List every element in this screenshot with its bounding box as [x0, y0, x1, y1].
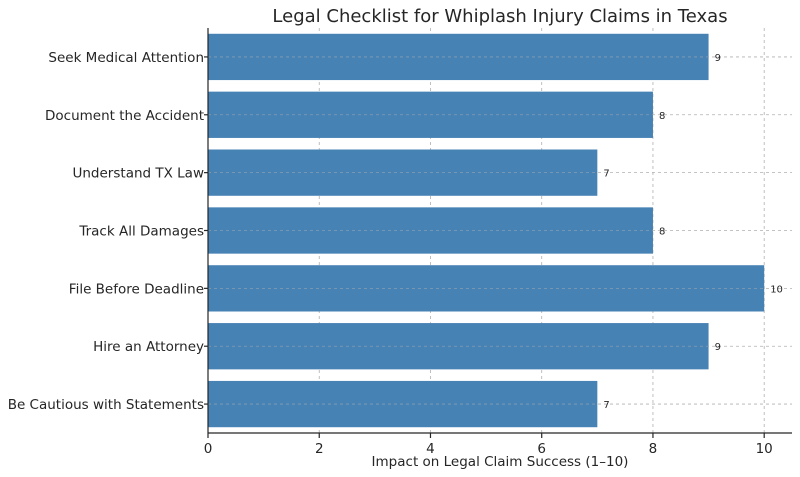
bar — [208, 33, 709, 81]
axes — [207, 28, 792, 434]
category-labels: Seek Medical Attention Document the Accid… — [8, 50, 204, 413]
category-label: Document the Accident — [45, 108, 204, 124]
data-label: 9 — [715, 53, 721, 64]
x-tick-label: 6 — [537, 441, 546, 457]
category-label: Seek Medical Attention — [48, 50, 204, 66]
bar — [208, 323, 709, 370]
x-tick-label: 8 — [649, 441, 658, 457]
category-label: Be Cautious with Statements — [8, 397, 204, 413]
category-label: Hire an Attorney — [93, 339, 204, 355]
data-label: 8 — [659, 111, 665, 122]
data-label: 7 — [603, 400, 609, 411]
x-tick-label: 10 — [756, 441, 773, 457]
category-label: File Before Deadline — [69, 281, 204, 297]
x-tick-label: 0 — [204, 441, 213, 457]
category-label: Understand TX Law — [73, 166, 205, 182]
data-label: 7 — [603, 169, 609, 180]
x-axis-ticks: 0 2 4 6 8 10 — [204, 56, 773, 457]
data-label: 9 — [715, 342, 721, 353]
bars: 9 8 7 8 10 9 7 — [208, 33, 783, 428]
x-axis-label: Impact on Legal Claim Success (1–10) — [372, 454, 629, 470]
data-label: 10 — [770, 284, 783, 295]
chart-title: Legal Checklist for Whiplash Injury Clai… — [272, 6, 727, 27]
x-tick-label: 4 — [426, 441, 435, 457]
data-label: 8 — [659, 227, 665, 238]
x-tick-label: 2 — [315, 441, 324, 457]
category-label: Track All Damages — [78, 224, 204, 240]
